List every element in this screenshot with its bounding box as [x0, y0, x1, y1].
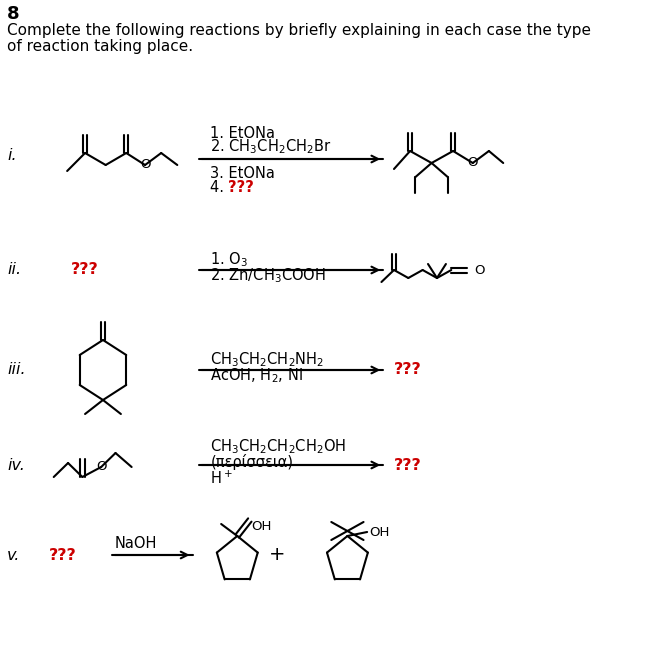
Text: iv.: iv. — [7, 457, 25, 473]
Text: Complete the following reactions by briefly explaining in each case the type: Complete the following reactions by brie… — [7, 22, 591, 38]
Text: OH: OH — [252, 520, 272, 533]
Text: 8: 8 — [7, 5, 19, 23]
Text: CH$_3$CH$_2$CH$_2$CH$_2$OH: CH$_3$CH$_2$CH$_2$CH$_2$OH — [211, 438, 347, 456]
Text: ???: ??? — [394, 457, 422, 473]
Text: +: + — [269, 545, 286, 564]
Text: iii.: iii. — [7, 362, 25, 377]
Text: ???: ??? — [71, 262, 99, 278]
Text: AcOH, H$_2$, Ni: AcOH, H$_2$, Ni — [211, 367, 303, 385]
Text: 4.: 4. — [211, 180, 229, 194]
Text: O: O — [474, 264, 485, 276]
Text: (περίσσεια): (περίσσεια) — [211, 454, 293, 470]
Text: O: O — [96, 461, 107, 473]
Text: O: O — [140, 159, 150, 171]
Text: ???: ??? — [228, 180, 254, 194]
Text: of reaction taking place.: of reaction taking place. — [7, 38, 193, 54]
Text: 2. Zn/CH$_3$COOH: 2. Zn/CH$_3$COOH — [211, 266, 326, 286]
Text: 3. EtONa: 3. EtONa — [211, 165, 275, 180]
Text: 1. EtONa: 1. EtONa — [211, 126, 275, 141]
Text: i.: i. — [7, 147, 17, 163]
Text: NaOH: NaOH — [115, 535, 157, 551]
Text: 2. CH$_3$CH$_2$CH$_2$Br: 2. CH$_3$CH$_2$CH$_2$Br — [211, 137, 332, 157]
Text: ii.: ii. — [7, 262, 21, 278]
Text: 1. O$_3$: 1. O$_3$ — [211, 251, 248, 269]
Text: v.: v. — [7, 547, 21, 563]
Text: O: O — [468, 157, 478, 169]
Text: OH: OH — [369, 525, 389, 539]
Text: CH$_3$CH$_2$CH$_2$NH$_2$: CH$_3$CH$_2$CH$_2$NH$_2$ — [211, 350, 324, 369]
Text: ???: ??? — [394, 362, 422, 377]
Text: ???: ??? — [49, 547, 77, 563]
Text: H$^+$: H$^+$ — [211, 469, 233, 486]
